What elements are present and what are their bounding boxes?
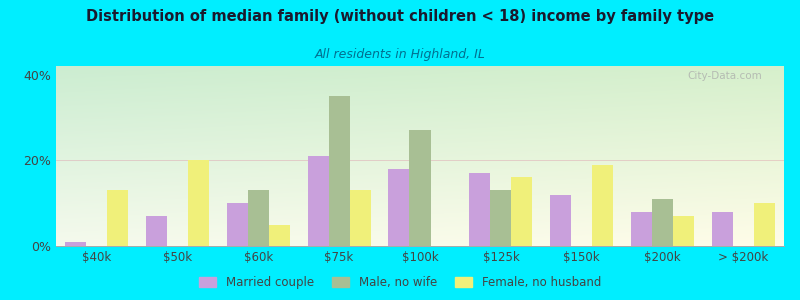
Bar bbox=[248, 190, 269, 246]
Text: Distribution of median family (without children < 18) income by family type: Distribution of median family (without c… bbox=[86, 9, 714, 24]
Bar bbox=[307, 156, 329, 246]
Bar bbox=[65, 242, 86, 246]
Text: City-Data.com: City-Data.com bbox=[687, 71, 762, 81]
Bar bbox=[107, 190, 128, 246]
Bar bbox=[470, 173, 490, 246]
Text: All residents in Highland, IL: All residents in Highland, IL bbox=[314, 48, 486, 61]
Bar bbox=[389, 169, 410, 246]
Bar bbox=[490, 190, 511, 246]
Bar bbox=[712, 212, 733, 246]
Bar bbox=[511, 177, 533, 246]
Bar bbox=[350, 190, 370, 246]
Bar bbox=[550, 195, 571, 246]
Bar bbox=[269, 225, 290, 246]
Legend: Married couple, Male, no wife, Female, no husband: Married couple, Male, no wife, Female, n… bbox=[194, 272, 606, 294]
Bar bbox=[592, 165, 614, 246]
Bar bbox=[652, 199, 673, 246]
Bar bbox=[410, 130, 430, 246]
Bar bbox=[329, 96, 350, 246]
Bar bbox=[673, 216, 694, 246]
Bar bbox=[631, 212, 652, 246]
Bar bbox=[754, 203, 775, 246]
Bar bbox=[146, 216, 167, 246]
Bar bbox=[226, 203, 248, 246]
Bar bbox=[188, 160, 209, 246]
